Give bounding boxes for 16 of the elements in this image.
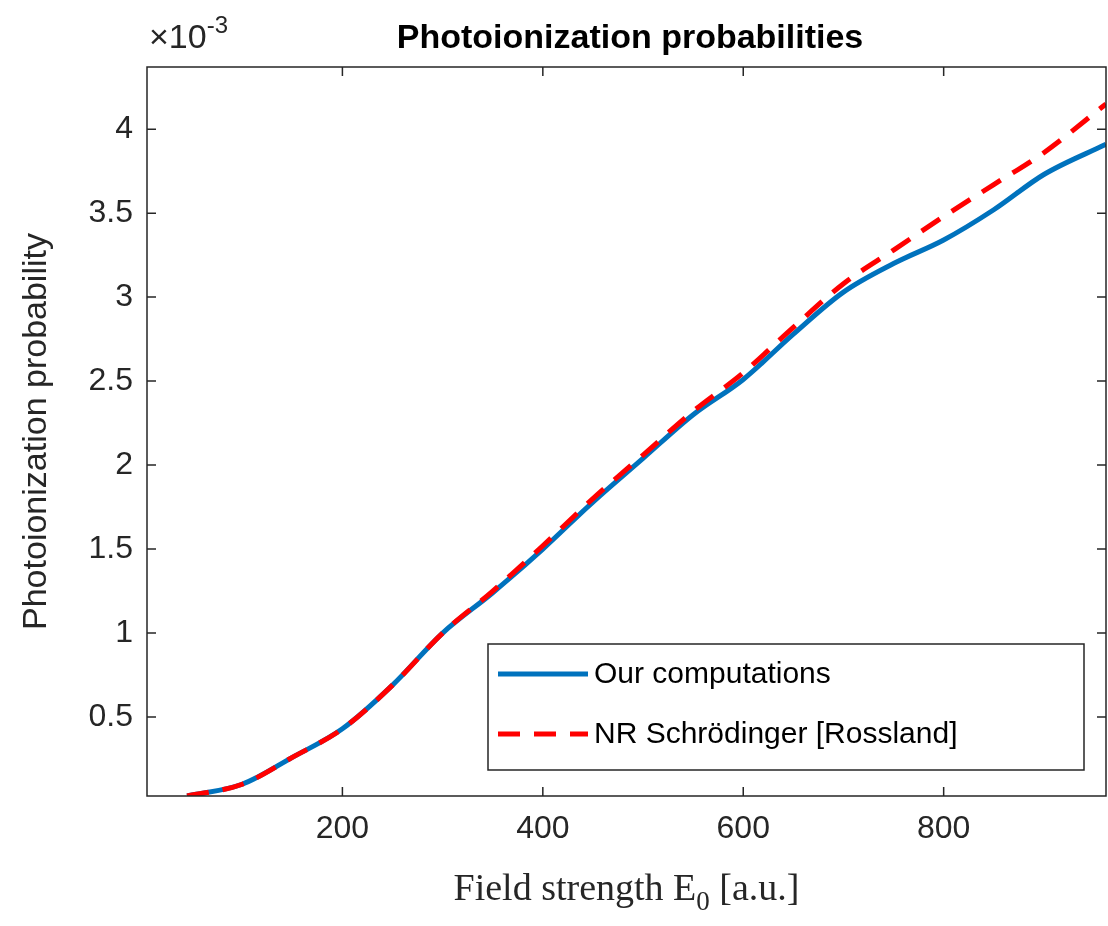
x-tick-label: 600 <box>716 809 770 846</box>
legend-label: NR Schrödinger [Rossland] <box>594 716 958 750</box>
y-tick-label: 1 <box>115 612 133 649</box>
y-tick-label: 1.5 <box>88 528 133 565</box>
y-tick-label: 2 <box>115 444 133 481</box>
y-axis-title: Photoionization probability <box>15 233 53 630</box>
x-tick-label: 400 <box>516 809 570 846</box>
y-tick-label: 3.5 <box>88 192 133 229</box>
chart-title: Photoionization probabilities <box>396 17 864 55</box>
x-tick-label: 200 <box>315 809 370 846</box>
legend-label: Our computations <box>594 656 831 690</box>
y-tick-label: 0.5 <box>88 696 133 733</box>
y-tick-label: 3 <box>115 276 133 313</box>
x-tick-label: 800 <box>916 809 971 846</box>
y-tick-label: 4 <box>115 108 133 145</box>
y-tick-label: 2.5 <box>88 360 133 397</box>
